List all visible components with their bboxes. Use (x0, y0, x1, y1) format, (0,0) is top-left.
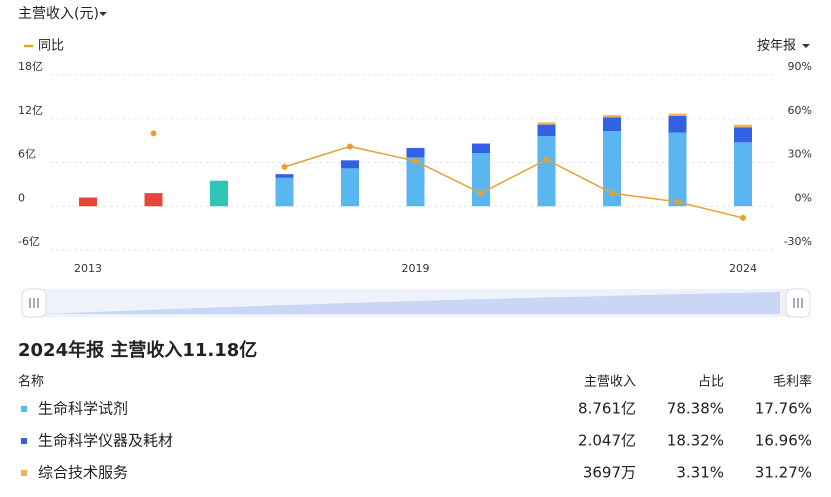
line (284, 145, 744, 219)
table-cell: 2.047亿 (578, 432, 636, 450)
x-tick-label: 2013 (74, 262, 102, 275)
bar-segment (603, 117, 621, 132)
line-point (150, 130, 157, 137)
y-tick-label: 12亿 (18, 104, 43, 117)
table-cell: 17.76% (755, 400, 812, 418)
table-cell: 16.96% (755, 432, 812, 450)
table-title: 2024年报 主营收入11.18亿 (18, 339, 257, 361)
table-cell: 78.38% (667, 400, 724, 418)
table-cell: 31.27% (755, 464, 812, 482)
x-tick-label: 2024 (729, 262, 757, 275)
bar-segment (406, 147, 425, 158)
table-cell: 综合技术服务 (38, 464, 128, 482)
dropdown-arrow[interactable] (802, 44, 810, 48)
line-point (281, 163, 288, 170)
bar-segment (603, 115, 621, 118)
column-header: 毛利率 (773, 374, 812, 390)
bar-segment (210, 180, 228, 207)
line-point (412, 158, 419, 165)
line-point (478, 190, 484, 197)
bar-segment (275, 177, 294, 207)
bar-segment (341, 160, 359, 169)
table-cell: 生命科学试剂 (38, 400, 128, 418)
bar-segment (472, 153, 490, 207)
column-header: 占比 (698, 375, 724, 390)
y2-tick-label: 60% (788, 104, 812, 117)
slider[interactable] (21, 288, 811, 318)
table-cell: 8.761亿 (578, 400, 636, 418)
y2-tick-label: 0% (795, 191, 812, 204)
table-cell: 生命科学仪器及耗材 (38, 432, 173, 450)
table-cell: 3.31% (676, 464, 724, 482)
line-point (740, 214, 746, 221)
bar-segment (275, 174, 294, 178)
line-point (609, 190, 615, 197)
handle-grip (29, 298, 803, 308)
bar-segment (734, 127, 752, 143)
y2-tick-label: 30% (788, 148, 812, 161)
line-point (347, 143, 353, 150)
bar-segment (734, 124, 752, 128)
bar-segment (668, 115, 687, 133)
bar-segment (144, 193, 163, 207)
slider-preview (40, 292, 780, 314)
line-point (674, 198, 681, 205)
table-cell: 3697万 (583, 464, 636, 482)
y2-tick-label: -30% (784, 235, 812, 248)
metric-title[interactable]: 主营收入(元) (18, 6, 99, 22)
bar-segment (79, 197, 97, 207)
bar-segment (406, 157, 425, 207)
bar-segment (472, 143, 490, 154)
column-header: 名称 (18, 374, 44, 390)
x-tick-label: 2019 (402, 262, 430, 275)
column-header: 主营收入 (584, 375, 636, 390)
bar-segment (603, 131, 621, 207)
bar-segment (341, 168, 359, 207)
bar-segment (537, 124, 556, 137)
y-tick-label: 0 (18, 191, 25, 204)
row-bullet (21, 438, 27, 444)
bar-segment (537, 122, 556, 125)
line-point (543, 156, 550, 163)
y-tick-label: -6亿 (18, 235, 40, 248)
table-cell: 18.32% (667, 432, 724, 450)
bar-segment (668, 132, 687, 207)
row-bullet (21, 406, 27, 412)
period-select[interactable]: 按年报 (757, 39, 796, 54)
y-tick-label: 6亿 (18, 148, 36, 161)
y-tick-label: 18亿 (18, 60, 43, 73)
dropdown-arrow[interactable] (99, 12, 107, 16)
bar-segment (734, 142, 752, 207)
bar-segment (537, 136, 556, 207)
legend-label[interactable]: 同比 (38, 39, 64, 54)
row-bullet (21, 470, 27, 476)
y2-tick-label: 90% (788, 60, 812, 73)
bar-segment (668, 113, 687, 116)
